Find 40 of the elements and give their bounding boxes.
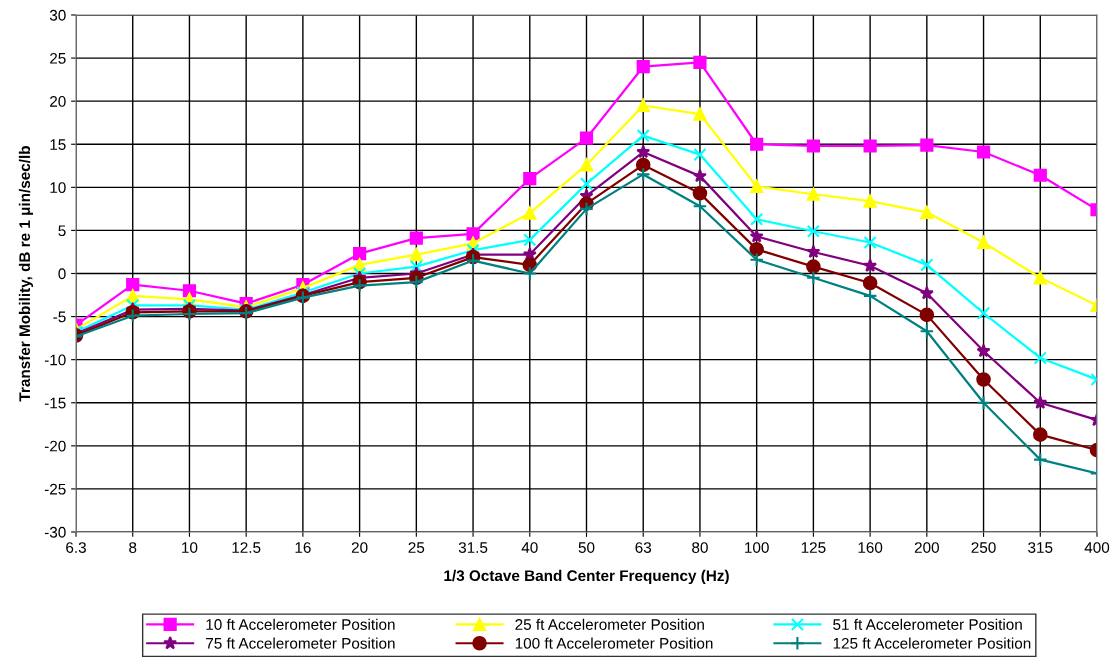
x-tick-label: 100 — [745, 542, 769, 553]
x-tick-label: 63 — [635, 542, 652, 553]
y-tick-label: 5 — [58, 225, 66, 237]
x-tick-label: 6.3 — [66, 542, 86, 553]
legend-label: 75 ft Accelerometer Position — [206, 637, 395, 649]
x-tick-label: 200 — [914, 542, 939, 553]
x-tick-label: 50 — [578, 542, 595, 553]
x-tick-label: 25 — [408, 542, 425, 553]
y-tick-label: 30 — [49, 9, 66, 21]
x-tick-label: 125 — [801, 542, 826, 553]
y-tick-label: -30 — [44, 526, 66, 538]
y-tick-label: -5 — [53, 311, 66, 323]
legend-label: 25 ft Accelerometer Position — [515, 618, 704, 630]
y-tick-label: -10 — [44, 354, 66, 366]
legend-label: 10 ft Accelerometer Position — [206, 618, 395, 630]
legend-label: 51 ft Accelerometer Position — [833, 618, 1022, 630]
x-tick-label: 31.5 — [458, 542, 488, 553]
x-tick-label: 160 — [858, 542, 883, 553]
y-tick-label: 20 — [50, 96, 66, 107]
y-tick-label: 15 — [50, 139, 66, 150]
x-tick-label: 8 — [129, 542, 137, 553]
y-tick-label: 0 — [58, 268, 66, 280]
x-tick-label: 20 — [351, 542, 368, 553]
x-axis-title: 1/3 Octave Band Center Frequency (Hz) — [444, 569, 729, 585]
legend-label: 125 ft Accelerometer Position — [833, 637, 1031, 649]
y-tick-label: -25 — [44, 483, 66, 495]
x-tick-label: 16 — [295, 542, 311, 553]
x-tick-label: 10 — [182, 542, 198, 553]
x-tick-label: 80 — [692, 542, 708, 553]
x-tick-label: 250 — [971, 542, 996, 553]
y-tick-label: -20 — [44, 440, 66, 452]
x-tick-label: 12.5 — [232, 542, 261, 553]
y-tick-label: 10 — [50, 182, 66, 194]
x-tick-label: 315 — [1028, 542, 1053, 553]
y-axis-title: Transfer Mobility, dB re 1 μin/sec/lb — [18, 146, 34, 402]
x-tick-label: 40 — [521, 542, 538, 553]
x-tick-label: 400 — [1084, 542, 1110, 553]
y-tick-label: 25 — [50, 52, 66, 64]
legend-label: 100 ft Accelerometer Position — [515, 637, 713, 649]
y-tick-label: -15 — [44, 397, 66, 409]
